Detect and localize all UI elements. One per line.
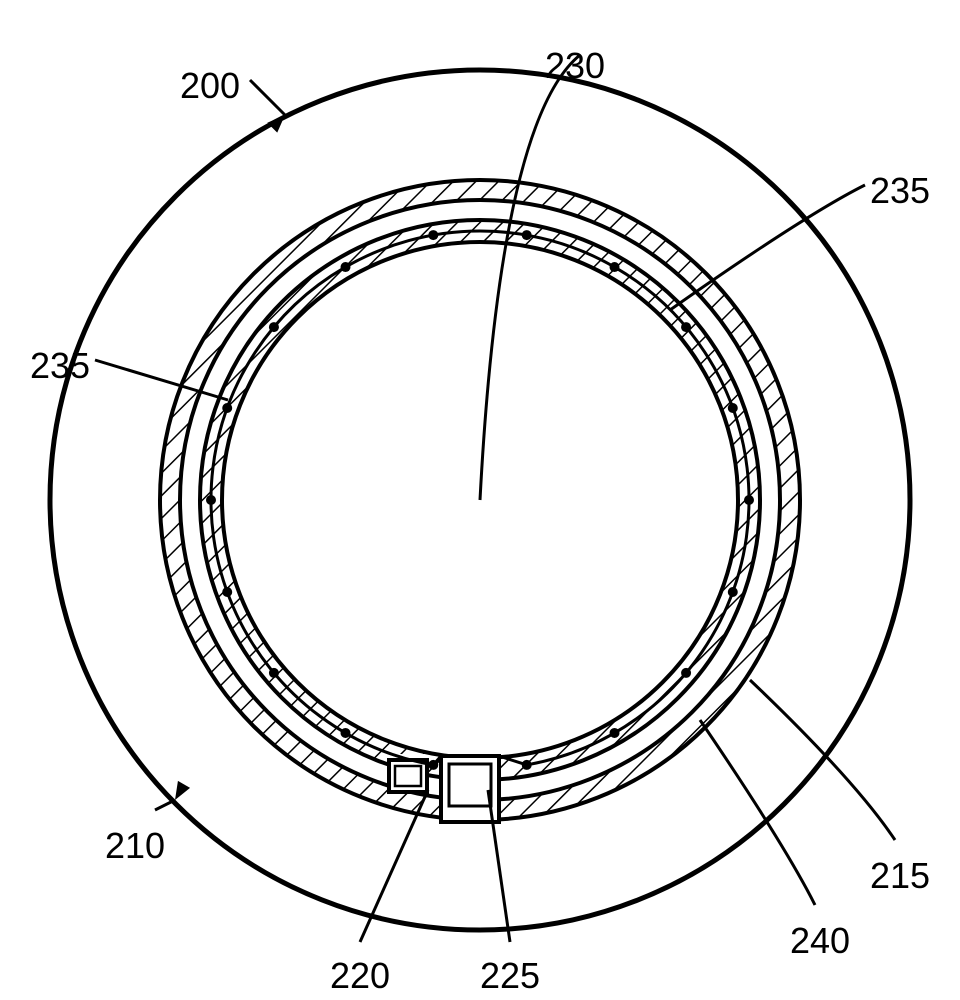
label-230: 230 — [545, 45, 605, 87]
label-220: 220 — [330, 955, 390, 997]
label-215: 215 — [870, 855, 930, 897]
label-235-right: 235 — [870, 170, 930, 212]
label-240: 240 — [790, 920, 850, 962]
label-200: 200 — [180, 65, 240, 107]
diagram-container: 200 230 235 235 210 220 225 240 215 — [0, 0, 960, 1000]
label-210: 210 — [105, 825, 165, 867]
label-225: 225 — [480, 955, 540, 997]
label-235-left: 235 — [30, 345, 90, 387]
